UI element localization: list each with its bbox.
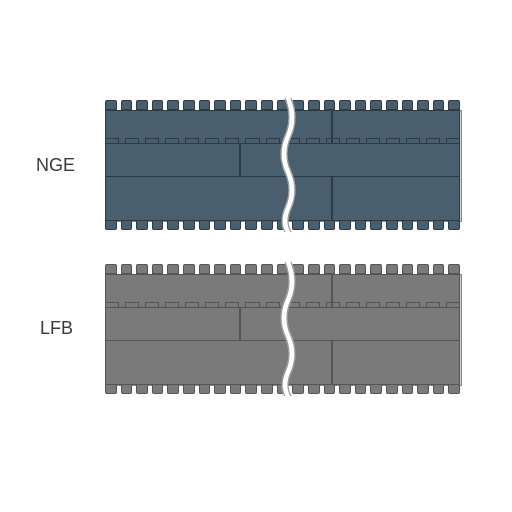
module	[332, 340, 460, 385]
module	[105, 176, 332, 221]
module	[105, 340, 332, 385]
figure-canvas: NGE LFB	[0, 0, 512, 512]
module	[332, 176, 460, 221]
label-nge: NGE	[36, 155, 75, 176]
belt-lfb	[105, 264, 460, 394]
vline	[332, 340, 333, 385]
teeth-bottom	[105, 384, 460, 394]
teeth-top	[105, 100, 460, 110]
label-lfb: LFB	[40, 318, 73, 339]
vline	[332, 176, 333, 221]
belt-nge	[105, 100, 460, 230]
teeth-top	[105, 264, 460, 274]
teeth-bottom	[105, 220, 460, 230]
module-row-3	[105, 176, 460, 221]
module-row-3	[105, 340, 460, 385]
